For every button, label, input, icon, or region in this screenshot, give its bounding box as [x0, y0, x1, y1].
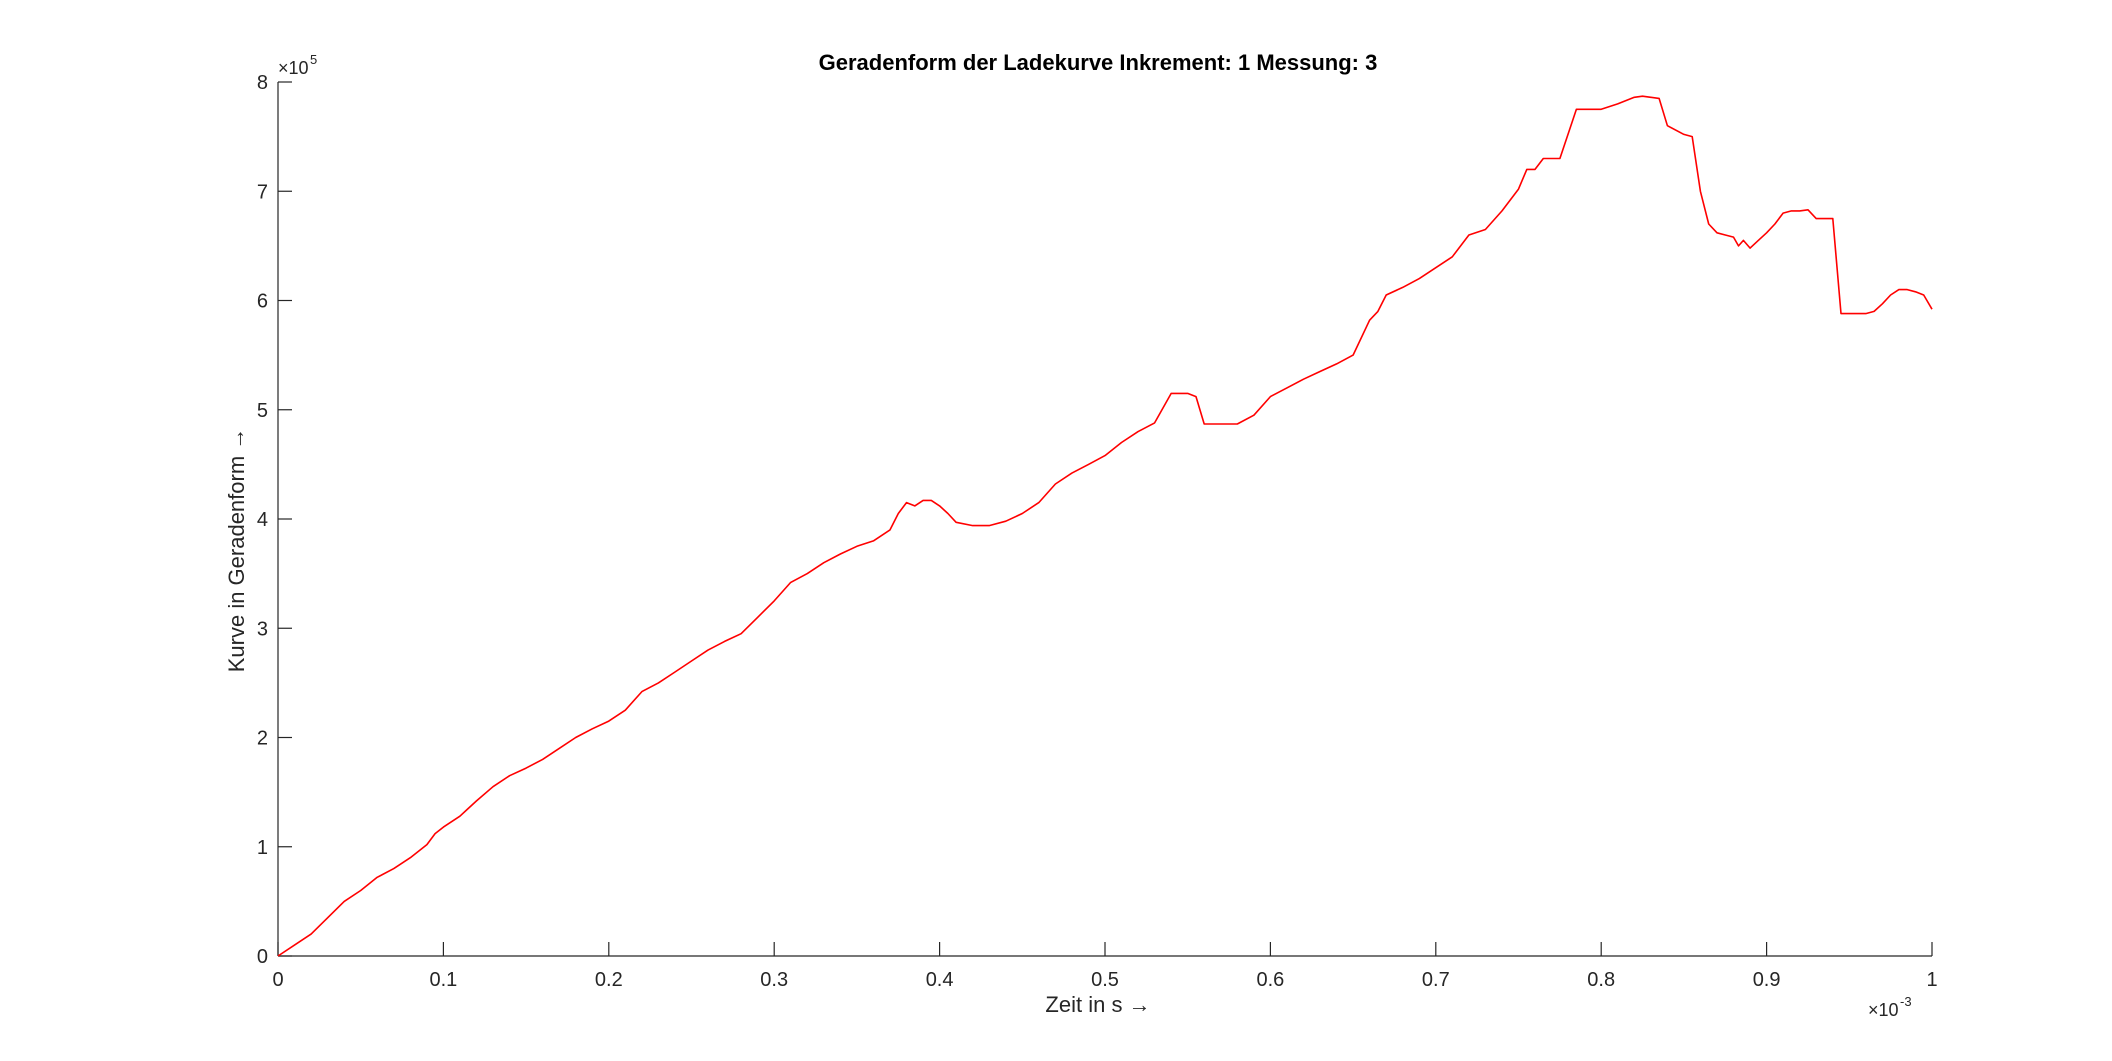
y-tick-label: 0	[257, 946, 268, 968]
y-tick-label: 7	[257, 181, 268, 203]
x-exponent-power: -3	[1900, 994, 1912, 1009]
x-tick-label: 0.8	[1587, 969, 1615, 991]
y-tick-label: 5	[257, 400, 268, 422]
y-tick-label: 6	[257, 291, 268, 313]
x-axis-label: Zeit in s →	[1045, 992, 1150, 1017]
x-ticks: 0 0.1 0.2 0.3 0.4 0.5 0.6 0.7 0.8 0.9 1	[272, 942, 1938, 991]
x-tick-label: 0.3	[760, 969, 788, 991]
y-exponent-label: ×10 5	[278, 52, 317, 78]
y-exponent-base: ×10	[278, 58, 309, 78]
x-exponent-label: ×10 -3	[1868, 994, 1912, 1020]
chart-title: Geradenform der Ladekurve Inkrement: 1 M…	[819, 50, 1378, 75]
x-tick-label: 0.1	[429, 969, 457, 991]
y-tick-label: 3	[257, 618, 268, 640]
x-exponent-base: ×10	[1868, 1000, 1899, 1020]
x-tick-label: 0.5	[1091, 969, 1119, 991]
y-tick-label: 8	[257, 72, 268, 94]
axes: 0 0.1 0.2 0.3 0.4 0.5 0.6 0.7 0.8 0.9 1 0 1 2 3 4 5 6 7 8	[257, 72, 1938, 991]
x-tick-label: 0.7	[1422, 969, 1450, 991]
x-tick-label: 0.4	[926, 969, 954, 991]
x-tick-label: 0.9	[1753, 969, 1781, 991]
y-tick-label: 2	[257, 728, 268, 750]
y-tick-label: 1	[257, 837, 268, 859]
y-axis-label: Kurve in Geradenform →	[224, 428, 249, 673]
y-ticks: 0 1 2 3 4 5 6 7 8	[257, 72, 292, 968]
data-series-line	[277, 95, 1933, 957]
y-exponent-power: 5	[310, 52, 317, 67]
x-tick-label: 0	[272, 969, 283, 991]
y-tick-label: 4	[257, 509, 268, 531]
x-tick-label: 1	[1926, 969, 1937, 991]
x-tick-label: 0.2	[595, 969, 623, 991]
x-tick-label: 0.6	[1256, 969, 1284, 991]
